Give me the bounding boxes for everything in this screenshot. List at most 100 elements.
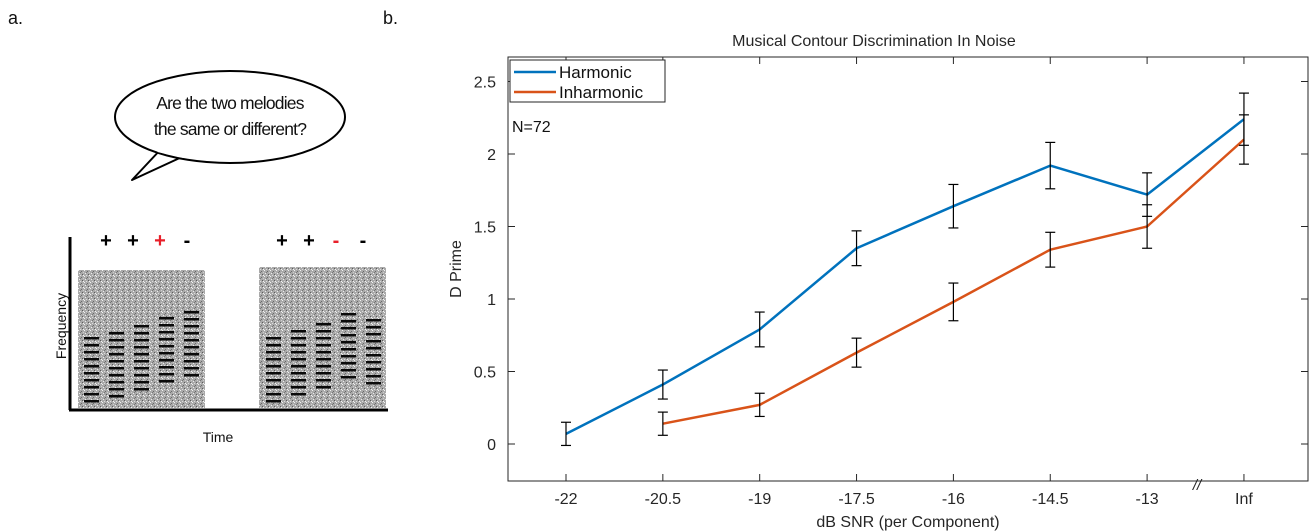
contour-sign: - — [184, 230, 191, 252]
plot-box — [507, 56, 1309, 482]
harmonic-dash — [266, 400, 281, 403]
harmonic-dash — [316, 386, 331, 389]
harmonic-dash — [266, 365, 281, 368]
harmonic-dash — [341, 369, 356, 372]
harmonics-2 — [266, 313, 381, 403]
harmonic-dash — [366, 368, 381, 371]
harmonic-dash — [366, 333, 381, 336]
harmonic-dash — [159, 373, 174, 376]
harmonic-dash — [341, 341, 356, 344]
harmonic-dash — [84, 351, 99, 354]
harmonic-dash — [159, 324, 174, 327]
harmonic-dash — [366, 361, 381, 364]
y-tick-label: 1 — [487, 292, 496, 309]
harmonic-dash — [184, 318, 199, 321]
y-tick-label: 0.5 — [474, 365, 496, 382]
harmonic-dash — [159, 352, 174, 355]
harmonic-dash — [316, 330, 331, 333]
legend: Harmonic Inharmonic — [509, 59, 666, 103]
harmonic-dash — [366, 375, 381, 378]
harmonic-dash — [266, 337, 281, 340]
harmonic-dash — [266, 344, 281, 347]
harmonic-dash — [109, 388, 124, 391]
series-layer — [561, 92, 1249, 447]
harmonic-dash — [84, 337, 99, 340]
harmonic-dash — [366, 354, 381, 357]
contour-sign: - — [333, 230, 340, 252]
harmonic-dash — [341, 376, 356, 379]
harmonic-dash — [291, 393, 306, 396]
harmonic-dash — [291, 351, 306, 354]
harmonic-dash — [159, 359, 174, 362]
harmonic-dash — [266, 351, 281, 354]
harmonic-dash — [291, 344, 306, 347]
x-tick-label: -13 — [1136, 491, 1159, 508]
x-tick-label: -19 — [748, 491, 771, 508]
harmonic-dash — [316, 379, 331, 382]
harmonic-dash — [316, 323, 331, 326]
legend-label-harmonic: Harmonic — [559, 63, 632, 82]
harmonic-dash — [341, 313, 356, 316]
harmonic-dash — [366, 347, 381, 350]
harmonic-dash — [159, 317, 174, 320]
harmonic-dash — [266, 379, 281, 382]
harmonic-dash — [109, 381, 124, 384]
harmonic-dash — [291, 365, 306, 368]
harmonic-dash — [366, 340, 381, 343]
chart-title: Musical Contour Discrimination In Noise — [732, 33, 1016, 50]
harmonic-dash — [159, 366, 174, 369]
harmonic-dash — [341, 320, 356, 323]
harmonic-dash — [266, 386, 281, 389]
harmonic-dash — [134, 381, 149, 384]
y-tick-label: 1.5 — [474, 220, 496, 237]
panel-b: b. Musical Contour Discrimination In Noi… — [383, 8, 1309, 531]
harmonic-dash — [184, 339, 199, 342]
harmonic-dash — [84, 386, 99, 389]
harmonic-dash — [159, 331, 174, 334]
harmonic-dash — [316, 372, 331, 375]
harmonic-dash — [184, 311, 199, 314]
y-ticks: 0 0.5 1 1.5 2 2.5 — [474, 75, 1308, 454]
harmonic-dash — [109, 339, 124, 342]
harmonic-dash — [109, 346, 124, 349]
harmonic-dash — [84, 365, 99, 368]
harmonic-dash — [184, 325, 199, 328]
harmonic-dash — [184, 374, 199, 377]
y-tick-label: 2 — [487, 147, 496, 164]
x-ticks: -22 -20.5 -19 -17.5 -16 -14.5 -13 Inf — [554, 57, 1253, 508]
harmonic-dash — [291, 379, 306, 382]
harmonic-dash — [366, 319, 381, 322]
contour-sign: + — [100, 230, 112, 252]
harmonic-dash — [84, 344, 99, 347]
harmonic-dash — [291, 386, 306, 389]
harmonic-dash — [134, 332, 149, 335]
harmonic-dash — [84, 358, 99, 361]
harmonic-dash — [159, 380, 174, 383]
harmonic-dash — [134, 325, 149, 328]
harmonic-dash — [109, 374, 124, 377]
legend-box — [509, 59, 666, 103]
harmonic-dash — [341, 348, 356, 351]
harmonic-dash — [316, 351, 331, 354]
harmonic-dash — [316, 337, 331, 340]
contour-sign: - — [360, 230, 367, 252]
harmonic-dash — [316, 365, 331, 368]
harmonic-dash — [184, 360, 199, 363]
harmonic-dash — [109, 360, 124, 363]
harmonic-dash — [134, 388, 149, 391]
x-tick-label: -16 — [942, 491, 965, 508]
harmonic-dash — [109, 395, 124, 398]
panel-a-ylabel: Frequency — [53, 293, 69, 359]
contour-sign: + — [303, 230, 315, 252]
harmonic-dash — [184, 332, 199, 335]
x-tick-label: -22 — [554, 491, 577, 508]
series-line-harmonic — [565, 118, 1245, 435]
harmonic-dash — [134, 374, 149, 377]
harmonic-dash — [184, 353, 199, 356]
harmonic-dash — [159, 345, 174, 348]
harmonic-dash — [134, 360, 149, 363]
panel-b-label: b. — [383, 8, 398, 28]
x-tick-label: -14.5 — [1032, 491, 1069, 508]
harmonic-dash — [291, 358, 306, 361]
